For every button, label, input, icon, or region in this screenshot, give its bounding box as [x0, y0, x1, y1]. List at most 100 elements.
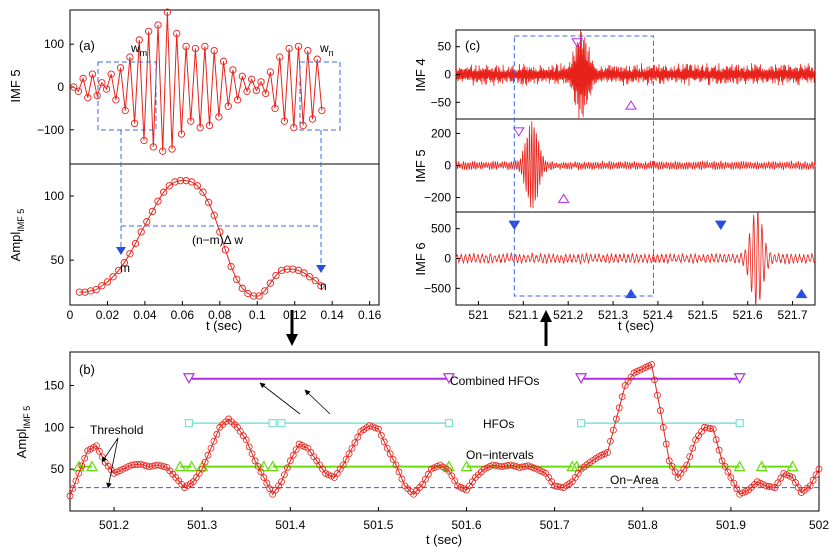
panel-a-top-point — [266, 68, 275, 76]
panel-b-ytick-label: 50 — [51, 462, 65, 476]
panel-b-amplitude-point — [806, 482, 814, 490]
panel-b-amplitude-point — [72, 477, 80, 485]
panel-b-amplitude-point — [615, 404, 623, 412]
panel-b-amplitude-point — [445, 467, 453, 475]
label-wn-sub: n — [329, 48, 334, 58]
on-interval-marker — [86, 460, 99, 472]
combined-hfo-marker — [442, 373, 455, 385]
panel-b-amplitude-point — [78, 462, 86, 470]
panel-a-bottom-ylabel: AmplIMF 5 — [8, 209, 26, 262]
panel-a-top-point — [271, 104, 279, 113]
panel-a-xtick-label: 0.06 — [171, 308, 195, 322]
panel-a-top-point — [191, 44, 200, 53]
panel-c-marker — [795, 288, 808, 299]
panel-b-amplitude-point — [448, 472, 456, 480]
panel-b-ticks: 501.2 501.3 501.4 501.5 501.6 501.7 501.8 501.9… — [44, 378, 829, 532]
panel-b-amplitude-point — [386, 450, 394, 458]
panel-b-amplitude-point — [342, 455, 350, 463]
panel-b-xlabel: t (sec) — [426, 532, 462, 547]
panel-c-xtick-label: 521.2 — [553, 308, 583, 322]
panel-b-amplitude-point — [715, 446, 723, 454]
panel-a-bottom-point — [210, 211, 218, 219]
panel-c-ylabel-3: IMF 6 — [413, 242, 428, 275]
panel-b-amplitude-point — [242, 436, 250, 444]
panel-b-amplitude-point — [204, 451, 212, 459]
on-interval-marker — [174, 460, 187, 472]
on-interval-marker — [196, 460, 209, 472]
panel-a-top-point — [205, 121, 214, 130]
threshold-arrow-down — [106, 437, 119, 489]
panel-c-ylabel-2: IMF 5 — [413, 149, 428, 182]
label-threshold: Threshold — [90, 423, 143, 437]
panel-a-top-point — [140, 136, 148, 145]
panel-b-series — [66, 361, 823, 500]
panel-a-bottom-point — [311, 276, 319, 285]
panel-a-top-point — [159, 147, 167, 155]
panel-a-bottom-point — [98, 282, 106, 290]
panel-arrows — [286, 310, 552, 346]
panel-b-amplitude-point — [339, 461, 347, 469]
on-interval-marker — [266, 460, 279, 472]
panel-a-bottom-point — [165, 182, 173, 190]
panel-a-top-point — [229, 66, 237, 74]
panel-a-xtick-label: 0.16 — [358, 308, 382, 322]
panel-b-amplitude-point — [718, 457, 726, 465]
panel-c-series-2 — [455, 121, 816, 209]
panel-a-bottom-point — [266, 279, 275, 287]
panel-a-top-point — [98, 79, 106, 87]
panel-a-top-point — [107, 70, 115, 78]
panel-a-bottom-point — [115, 266, 123, 275]
panel-a-top-point — [262, 89, 270, 98]
panel-a-top-point — [276, 53, 284, 61]
panel-c-xtick-label: 521.3 — [598, 308, 628, 322]
panel-a-ytick-label: 100 — [44, 37, 64, 51]
panel-a-top-point — [224, 102, 232, 110]
panel-a-bottom-point — [306, 273, 314, 281]
panel-a-top-point — [257, 78, 265, 86]
panel-a-top-point — [79, 74, 87, 83]
panel-a-top-point — [135, 36, 143, 44]
panel-a-top-ylabel: IMF 5 — [8, 69, 23, 102]
label-wn: wn — [319, 41, 334, 58]
panel-b-amplitude-point — [727, 474, 735, 481]
panel-a-bottom-point — [289, 265, 297, 273]
panel-b-amplitude-point — [768, 483, 776, 491]
label-wn-main: w — [319, 41, 329, 55]
hfo-marker — [184, 419, 194, 428]
panel-b-ytick-label: 150 — [44, 378, 64, 392]
label-span: (n−m)Δ w — [192, 233, 243, 247]
label-n: n — [320, 279, 327, 293]
panel-b-amplitude-point — [721, 462, 729, 470]
panel-a-xlabel: t (sec) — [206, 318, 242, 333]
panel-c-marker — [557, 193, 570, 203]
panel-a-top-point — [173, 29, 181, 38]
panel-c-xtick-label: 521.6 — [733, 308, 763, 322]
panel-a-ytick-label: 100 — [44, 189, 64, 203]
panel-a-top-point — [187, 117, 195, 125]
panel-a-bottom-point — [204, 198, 213, 207]
panel-b-amplitude-point — [654, 391, 661, 399]
panel-a-bottom-point — [182, 177, 190, 185]
panel-a-xtick-label: 0.08 — [208, 308, 232, 322]
panel-b-ylabel-main: Ampl — [14, 429, 29, 459]
panel-a-top-point — [112, 96, 120, 104]
panel-a-top-point — [126, 53, 134, 61]
panel-b-amplitude-point — [618, 393, 626, 401]
panel-a-xtick-label: 0.12 — [283, 308, 307, 322]
panel-b-amplitude-point — [665, 457, 673, 465]
panel-b-amplitude-point — [263, 479, 271, 487]
panel-a-top-point — [215, 113, 223, 121]
panel-c-ytick-label: 0 — [444, 159, 451, 173]
panel-a-xtick-label: 0 — [67, 308, 74, 322]
window-n-box — [299, 61, 341, 131]
panel-b-amplitude-point — [377, 432, 385, 439]
panel-b-amplitude-point — [659, 423, 667, 431]
panel-b-amplitude-point — [771, 484, 779, 491]
panel-a-bottom-point — [75, 288, 84, 296]
panel-a-bottom-point — [81, 288, 89, 296]
panel-b-amplitude-point — [283, 464, 291, 472]
panel-b-amplitude-point — [530, 464, 538, 472]
panel-a-top-point — [233, 96, 242, 104]
panel-a-bottom-point — [159, 188, 168, 196]
panel-b-amplitude-point — [348, 444, 356, 452]
